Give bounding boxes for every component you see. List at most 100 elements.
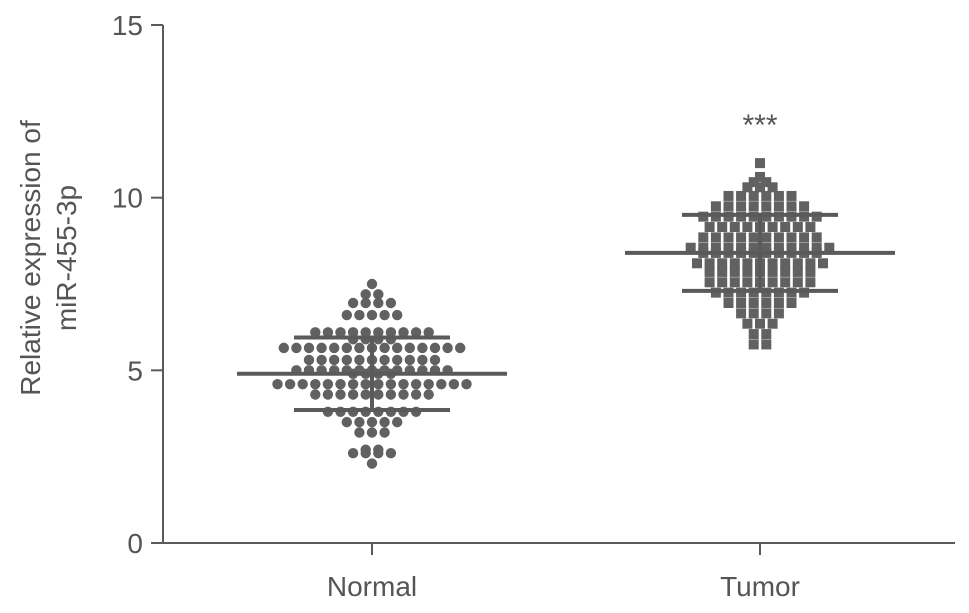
data-point-tumor bbox=[773, 190, 784, 201]
data-point-tumor bbox=[805, 222, 816, 233]
data-point-tumor bbox=[824, 242, 835, 253]
data-point-normal bbox=[278, 342, 289, 354]
axes bbox=[162, 25, 955, 544]
data-point-normal bbox=[310, 389, 321, 400]
data-point-tumor bbox=[736, 308, 747, 319]
data-point-normal bbox=[429, 354, 441, 366]
data-point-tumor bbox=[780, 266, 791, 277]
data-point-normal bbox=[297, 378, 308, 390]
data-point-tumor bbox=[799, 201, 810, 212]
data-point-normal bbox=[366, 278, 378, 290]
data-point-normal bbox=[310, 327, 321, 338]
data-point-tumor bbox=[761, 201, 772, 212]
data-point-normal bbox=[404, 354, 415, 366]
data-point-normal bbox=[455, 342, 466, 354]
data-point-normal bbox=[379, 416, 390, 428]
data-point-normal bbox=[410, 378, 422, 390]
data-point-normal bbox=[366, 427, 378, 438]
data-point-tumor bbox=[755, 182, 765, 193]
data-point-normal bbox=[366, 458, 378, 469]
data-point-tumor bbox=[761, 232, 772, 243]
data-point-tumor bbox=[748, 329, 759, 340]
data-point-tumor bbox=[723, 190, 734, 201]
data-point-normal bbox=[448, 378, 460, 390]
data-point-normal bbox=[316, 342, 327, 354]
data-point-normal bbox=[392, 416, 403, 428]
data-point-tumor bbox=[761, 190, 772, 201]
data-point-tumor bbox=[773, 242, 784, 253]
data-point-tumor bbox=[717, 277, 728, 288]
data-point-normal bbox=[373, 289, 384, 300]
data-point-tumor bbox=[780, 222, 791, 233]
data-point-normal bbox=[410, 389, 422, 400]
data-point-tumor bbox=[736, 297, 747, 308]
data-point-normal bbox=[379, 354, 390, 366]
data-point-tumor bbox=[818, 258, 828, 269]
data-point-tumor bbox=[742, 318, 753, 329]
data-point-normal bbox=[392, 309, 403, 321]
data-point-tumor bbox=[786, 190, 797, 201]
data-point-tumor bbox=[748, 297, 759, 308]
y-tick-label: 15 bbox=[112, 10, 143, 41]
y-axis-label: Relative expression of miR-455-3p bbox=[15, 120, 82, 396]
data-point-normal bbox=[379, 309, 390, 321]
annotations: *** bbox=[742, 109, 777, 142]
data-point-normal bbox=[284, 378, 296, 390]
data-point-tumor bbox=[729, 222, 740, 233]
data-point-tumor bbox=[805, 277, 816, 288]
data-point-tumor bbox=[792, 222, 803, 233]
data-point-normal bbox=[385, 297, 397, 309]
data-point-tumor bbox=[761, 177, 772, 188]
data-point-normal bbox=[341, 342, 352, 354]
data-point-normal bbox=[366, 416, 378, 428]
data-point-tumor bbox=[773, 308, 784, 319]
data-point-tumor bbox=[704, 277, 715, 288]
data-point-normal bbox=[303, 342, 315, 354]
data-point-tumor bbox=[729, 277, 740, 288]
data-point-normal bbox=[322, 378, 334, 390]
data-point-tumor bbox=[729, 266, 740, 277]
data-point-normal bbox=[341, 354, 352, 366]
data-point-tumor bbox=[742, 277, 753, 288]
data-point-tumor bbox=[717, 258, 728, 269]
data-point-tumor bbox=[805, 258, 816, 269]
data-point-normal bbox=[272, 378, 283, 390]
x-tick-label: Normal bbox=[327, 571, 417, 602]
data-point-tumor bbox=[748, 308, 759, 319]
data-point-tumor bbox=[761, 297, 772, 308]
data-point-tumor bbox=[792, 266, 803, 277]
data-point-tumor bbox=[736, 232, 747, 243]
data-point-normal bbox=[347, 378, 359, 390]
data-point-normal bbox=[423, 327, 434, 338]
data-point-normal bbox=[385, 389, 397, 400]
data-point-tumor bbox=[755, 318, 765, 329]
data-point-tumor bbox=[736, 201, 747, 212]
data-point-tumor bbox=[761, 329, 772, 340]
data-point-normal bbox=[335, 389, 346, 400]
data-point-normal bbox=[329, 342, 340, 354]
data-point-tumor bbox=[698, 232, 709, 243]
data-point-tumor bbox=[767, 258, 778, 269]
data-point-tumor bbox=[704, 222, 715, 233]
data-point-tumor bbox=[799, 242, 810, 253]
data-point-tumor bbox=[773, 201, 784, 212]
data-point-tumor bbox=[704, 266, 715, 277]
data-point-tumor bbox=[723, 242, 734, 253]
y-tick-label: 5 bbox=[127, 355, 143, 386]
data-point-tumor bbox=[723, 232, 734, 243]
data-point-normal bbox=[373, 389, 384, 400]
data-point-tumor bbox=[761, 339, 772, 350]
data-point-normal bbox=[360, 289, 371, 300]
data-point-tumor bbox=[786, 242, 797, 253]
data-point-normal bbox=[310, 378, 321, 390]
data-point-normal bbox=[379, 342, 390, 354]
data-point-tumor bbox=[723, 201, 734, 212]
data-point-tumor bbox=[742, 266, 753, 277]
data-point-normal bbox=[392, 354, 403, 366]
data-point-tumor bbox=[767, 222, 778, 233]
data-point-tumor bbox=[710, 201, 721, 212]
y-tick-label: 10 bbox=[112, 183, 143, 214]
y-tick-label: 0 bbox=[127, 528, 143, 559]
data-point-normal bbox=[436, 378, 447, 390]
